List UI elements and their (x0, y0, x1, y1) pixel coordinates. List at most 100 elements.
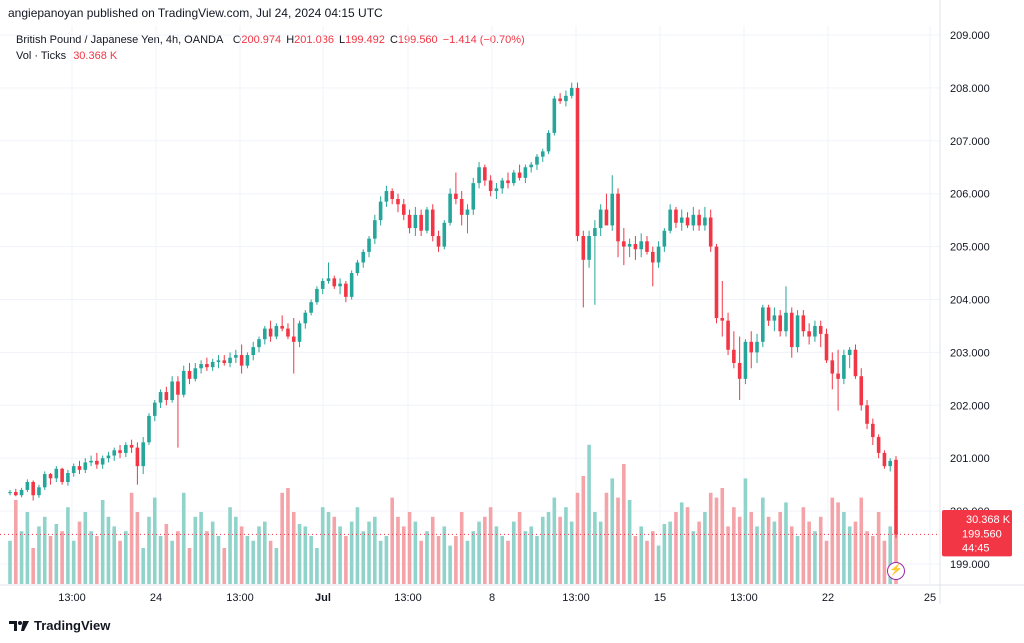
candle-body (355, 262, 360, 274)
volume-bar (413, 521, 418, 584)
volume-bar (540, 516, 545, 584)
volume-bar (48, 536, 53, 584)
candle-body (691, 214, 696, 226)
candle (824, 328, 829, 363)
candle (876, 434, 881, 459)
volume-bar (71, 540, 76, 584)
volume-bar (135, 512, 140, 584)
candle-body (170, 381, 174, 401)
candle-body (19, 489, 24, 496)
time-tick-label: 13:00 (226, 592, 254, 604)
candle (871, 418, 875, 445)
price-axis[interactable]: 209.000 208.000 207.000 206.000 205.000 204.0… (939, 0, 990, 604)
candle-body (407, 214, 412, 229)
volume-bar (147, 516, 151, 584)
volume-bar (367, 521, 371, 584)
candle-body (199, 364, 203, 369)
candle-body (830, 360, 835, 374)
volume-bar (813, 531, 817, 584)
time-tick-label: Jul (315, 592, 331, 604)
candle (187, 362, 192, 385)
candle (355, 259, 360, 276)
time-axis[interactable]: 13:00 24 13:00 Jul 13:00 8 13:00 15 13:00 22 25 (0, 584, 1024, 604)
candle (454, 172, 458, 205)
volume-bar (685, 507, 690, 584)
volume-bar (193, 516, 198, 584)
candle (228, 352, 232, 368)
candle (494, 183, 499, 199)
candle-body (674, 209, 678, 223)
price-tick-label: 201.000 (950, 453, 990, 465)
candle-body (378, 201, 383, 221)
candle (367, 236, 371, 258)
candle (830, 352, 835, 390)
candle (419, 209, 423, 237)
volume-bar (639, 526, 643, 584)
volume-bar (170, 540, 174, 584)
candle-body (755, 341, 759, 353)
volume-bar (743, 478, 748, 584)
volume-bar (477, 521, 481, 584)
candle (685, 212, 690, 229)
change-value: −1.414 (−0.70%) (442, 34, 525, 46)
candle-body (106, 455, 111, 459)
tradingview-footer[interactable]: TradingView (8, 618, 110, 633)
candle-body (610, 193, 615, 226)
candle-body (373, 220, 377, 239)
candle-body (234, 355, 238, 358)
candle-body (772, 315, 777, 321)
candle-body (789, 312, 794, 348)
volume-bar (303, 526, 308, 584)
candle (668, 204, 672, 234)
volume-bar (384, 536, 389, 584)
candle-body (477, 167, 481, 184)
volume-bar (210, 521, 215, 584)
candle (442, 220, 447, 250)
volume-bar (378, 540, 383, 584)
volume-bar (494, 526, 499, 584)
volume-bar (396, 516, 400, 584)
candle-body (361, 251, 366, 263)
candle-body (575, 87, 580, 237)
volume-bar (112, 526, 117, 584)
open-label: O (232, 34, 242, 46)
volume-bar (263, 521, 267, 584)
countdown-timer: 44:45 (962, 542, 990, 554)
candle (112, 447, 117, 461)
candle (251, 341, 256, 361)
candle-body (512, 172, 516, 184)
volume-bar (407, 512, 412, 584)
candle-body (164, 392, 169, 401)
candle (303, 310, 308, 329)
volume-bar (795, 536, 800, 584)
candle (575, 82, 580, 242)
candle (268, 320, 273, 342)
candle (755, 333, 759, 363)
candle (882, 450, 887, 469)
candle-body (25, 482, 30, 490)
candle (77, 460, 82, 475)
candle (483, 164, 487, 186)
volume-bar (268, 540, 273, 584)
candle (286, 323, 290, 340)
volume-label[interactable]: Vol · Ticks (16, 50, 67, 62)
symbol-name[interactable]: British Pound / Japanese Yen, 4h, OANDA (16, 34, 223, 46)
volume-bar (836, 502, 840, 584)
candle-body (245, 355, 250, 366)
volume-bar (77, 521, 82, 584)
volume-bar (894, 531, 898, 584)
open-value: 200.974 (241, 34, 282, 46)
candle (315, 286, 319, 305)
candle (714, 243, 719, 324)
candle (789, 307, 794, 358)
candle (546, 130, 551, 155)
volume-bar (37, 526, 41, 584)
lightning-bolt-icon[interactable]: ⚡ (887, 562, 905, 580)
volume-bar (789, 526, 794, 584)
candle (471, 177, 476, 215)
time-tick-label: 13:00 (58, 592, 86, 604)
price-tick-label: 203.000 (950, 347, 990, 359)
candle (193, 362, 198, 382)
candle-body (77, 466, 82, 470)
